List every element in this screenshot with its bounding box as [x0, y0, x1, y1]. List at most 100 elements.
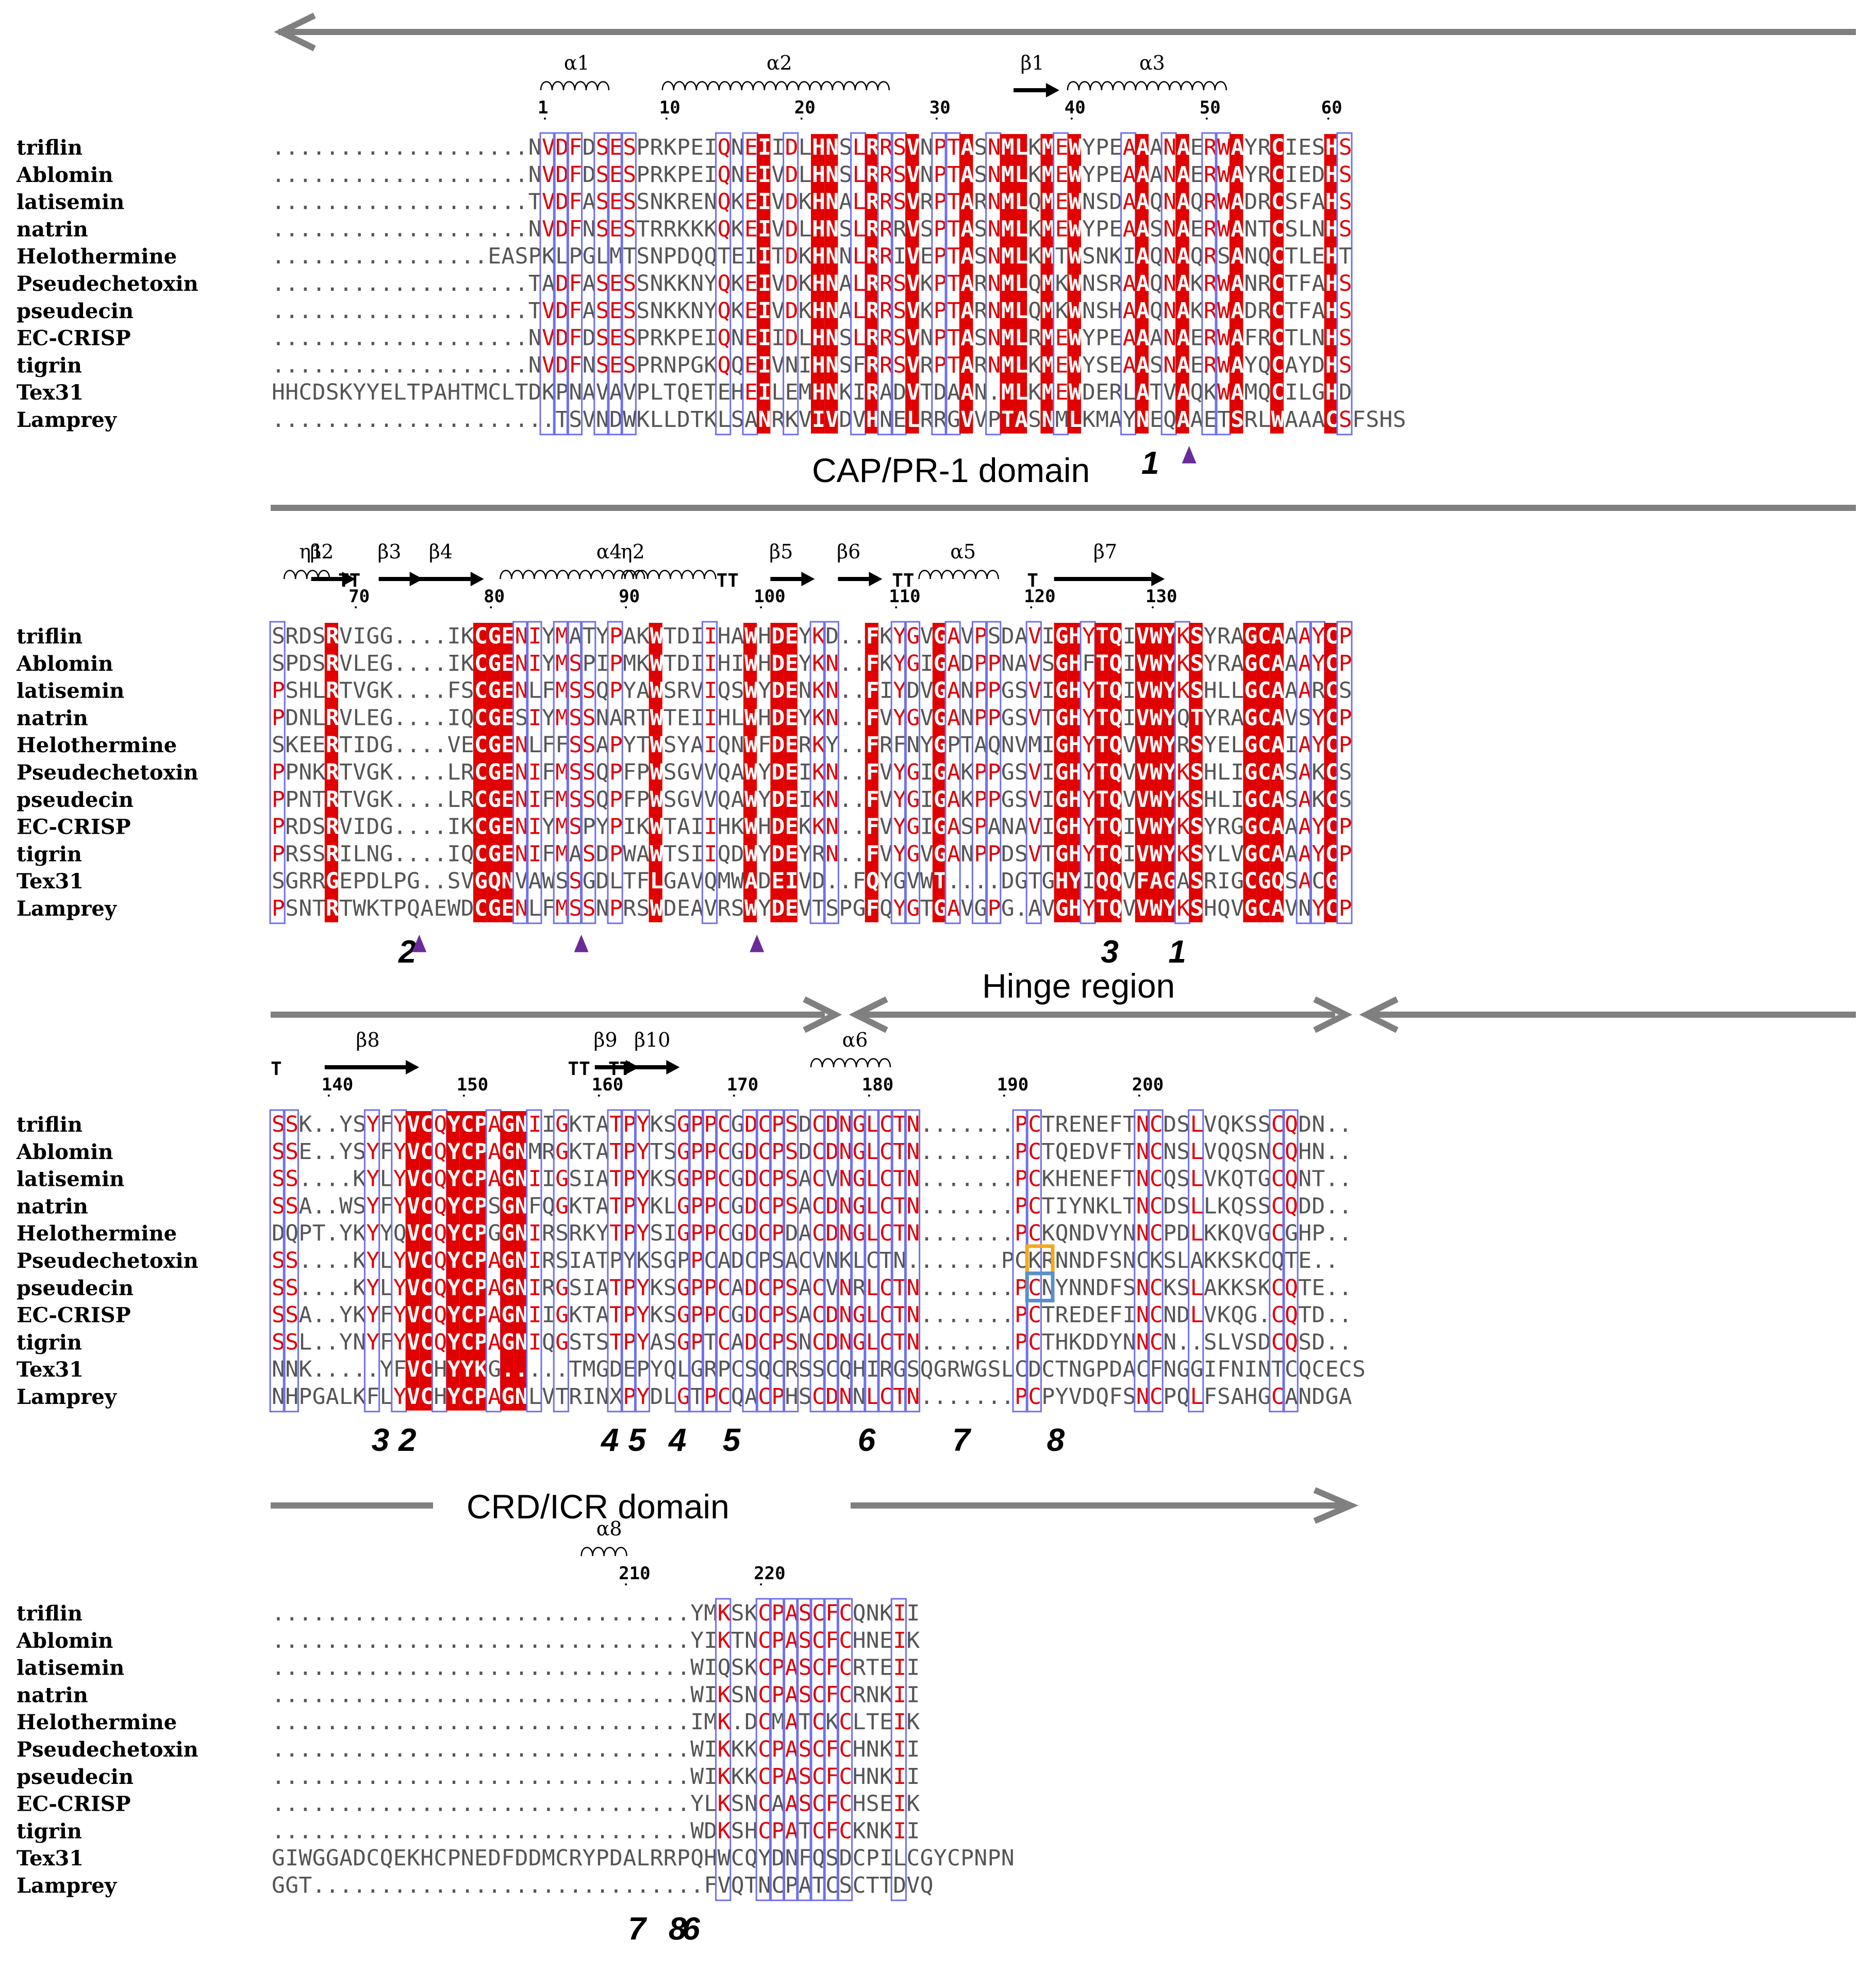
residue: .: [326, 1600, 339, 1626]
strand-arrow-head: [869, 572, 883, 586]
residue: F: [853, 868, 866, 894]
residue: R: [650, 216, 663, 242]
residue: .: [380, 162, 393, 188]
residue: M: [799, 379, 812, 405]
conserved-column: [1270, 623, 1284, 922]
residue: P: [474, 1112, 488, 1137]
residue: C: [718, 1166, 731, 1192]
similar-column-box: [1282, 1109, 1299, 1413]
residue: H: [1325, 162, 1339, 188]
residue: A: [1231, 1384, 1244, 1410]
residue: A: [785, 1600, 799, 1626]
residue: T: [609, 1139, 623, 1165]
residue: S: [1190, 896, 1204, 921]
residue: A: [1136, 271, 1150, 296]
residue: .: [272, 216, 285, 242]
residue: N: [1311, 1139, 1325, 1165]
residue: W: [690, 1818, 704, 1844]
residue: .: [461, 1655, 474, 1681]
residue: F: [1150, 1356, 1163, 1382]
residue: P: [1015, 1139, 1028, 1165]
residue: E: [1325, 1356, 1339, 1382]
similar-column-box: [283, 1109, 299, 1413]
residue: D: [1082, 1384, 1095, 1410]
residue: S: [636, 189, 650, 215]
residue: .: [461, 1818, 474, 1844]
residue: E: [1190, 325, 1204, 351]
residue: S: [1393, 407, 1406, 433]
residue: .: [555, 1655, 569, 1681]
residue: K: [353, 1302, 366, 1328]
residue: S: [731, 1791, 744, 1817]
residue: Y: [636, 1193, 650, 1219]
residue: .: [515, 216, 528, 242]
residue: P: [934, 162, 947, 188]
residue: R: [866, 298, 879, 324]
residue: .: [474, 1682, 488, 1708]
residue: T: [1217, 407, 1231, 433]
residue: N: [1136, 1166, 1150, 1192]
residue: .: [663, 1628, 677, 1653]
residue: .: [366, 189, 379, 215]
residue: G: [853, 1220, 866, 1246]
residue: .: [326, 1275, 339, 1301]
conserved-column: [1324, 134, 1338, 434]
residue: N: [1258, 1356, 1271, 1382]
residue: .: [960, 1166, 974, 1192]
residue: E: [461, 732, 474, 758]
residue: .: [461, 135, 474, 160]
residue: V: [960, 896, 974, 921]
residue: N: [906, 1220, 920, 1246]
residue: I: [690, 705, 704, 731]
residue: P: [623, 1302, 636, 1328]
residue: C: [1271, 271, 1285, 296]
residue: .: [285, 162, 298, 188]
residue: D: [1298, 1193, 1311, 1219]
residue: .: [555, 1873, 569, 1898]
residue: Q: [1163, 1166, 1176, 1192]
residue: G: [677, 759, 690, 785]
residue: T: [636, 216, 650, 242]
residue: .: [326, 1356, 339, 1382]
residue: C: [1325, 814, 1339, 840]
residue: I: [906, 1736, 920, 1762]
residue: .: [690, 1873, 704, 1898]
residue: H: [744, 1818, 758, 1844]
residue: S: [623, 135, 636, 160]
residue: .: [353, 325, 366, 351]
residue: D: [663, 896, 677, 921]
residue: L: [866, 1275, 879, 1301]
residue: Q: [1285, 1329, 1298, 1355]
residue: K: [353, 1384, 366, 1410]
residue: S: [272, 1193, 285, 1219]
residue: F: [569, 162, 582, 188]
residue: .: [488, 271, 501, 296]
residue: E: [1311, 1275, 1325, 1301]
residue: N: [1231, 1356, 1244, 1382]
residue: .: [960, 1384, 974, 1410]
residue: T: [1190, 705, 1204, 731]
residue: A: [1015, 814, 1028, 840]
residue: G: [501, 1384, 514, 1410]
residue: .: [407, 1873, 420, 1898]
similar-column-box: [1269, 1109, 1285, 1413]
residue: .: [407, 1736, 420, 1762]
ruler-number: 120: [1024, 586, 1055, 607]
residue: Q: [285, 1220, 298, 1246]
residue: .: [285, 271, 298, 296]
residue: C: [812, 1139, 825, 1165]
blue-highlight-box: [1025, 1271, 1055, 1303]
residue: S: [650, 1248, 663, 1273]
residue: K: [744, 1655, 758, 1681]
residue: A: [960, 352, 974, 378]
residue: .: [366, 162, 379, 188]
residue: F: [569, 352, 582, 378]
residue: G: [488, 759, 501, 785]
residue: Q: [461, 705, 474, 731]
residue: Y: [1082, 623, 1095, 649]
residue: Q: [1109, 868, 1122, 894]
residue: V: [1136, 651, 1150, 676]
species-name: latisemin: [16, 1167, 124, 1192]
residue: Y: [461, 1356, 474, 1382]
residue: L: [771, 379, 785, 405]
